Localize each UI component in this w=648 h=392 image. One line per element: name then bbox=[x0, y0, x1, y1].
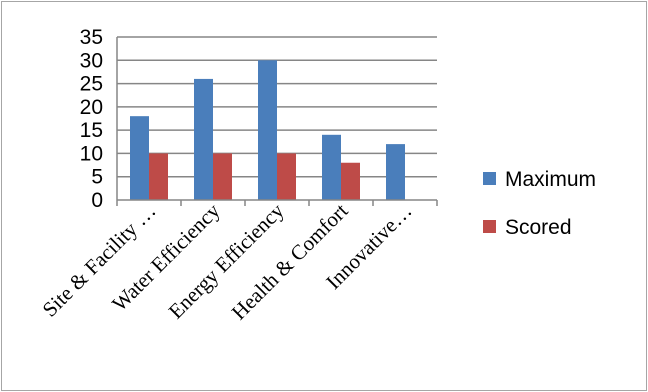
y-tick-label: 5 bbox=[91, 166, 103, 189]
legend-label-scored: Scored bbox=[505, 216, 572, 239]
bars bbox=[130, 60, 405, 201]
legend-swatch-maximum bbox=[483, 172, 496, 185]
legend-label-maximum: Maximum bbox=[505, 168, 596, 191]
y-tick-label: 35 bbox=[80, 26, 103, 49]
axes bbox=[116, 37, 438, 206]
y-tick-label: 10 bbox=[80, 142, 103, 165]
bar-scored bbox=[341, 162, 360, 200]
bar-scored bbox=[277, 153, 296, 200]
bar-scored bbox=[213, 153, 232, 200]
bar-maximum bbox=[130, 116, 149, 200]
x-tick-label: Energy Efficiency bbox=[164, 198, 289, 323]
x-tick-label: Health & Comfort bbox=[227, 198, 353, 324]
x-tick-label: Water Efficiency bbox=[107, 198, 225, 316]
y-tick-label: 20 bbox=[80, 96, 103, 119]
y-tick-label: 0 bbox=[91, 189, 103, 212]
legend: Maximum Scored bbox=[483, 168, 596, 239]
x-tick-labels: Site & Facility …Water EfficiencyEnergy … bbox=[38, 198, 417, 324]
bar-maximum bbox=[386, 144, 405, 200]
y-tick-label: 15 bbox=[80, 119, 103, 142]
legend-swatch-scored bbox=[483, 220, 496, 233]
bar-maximum bbox=[258, 60, 277, 201]
bar-maximum bbox=[194, 78, 213, 200]
bar-maximum bbox=[322, 134, 341, 200]
y-tick-label: 30 bbox=[80, 49, 103, 72]
bar-scored bbox=[149, 153, 168, 200]
y-tick-label: 25 bbox=[80, 73, 103, 96]
x-tick-label: Site & Facility … bbox=[38, 199, 161, 322]
